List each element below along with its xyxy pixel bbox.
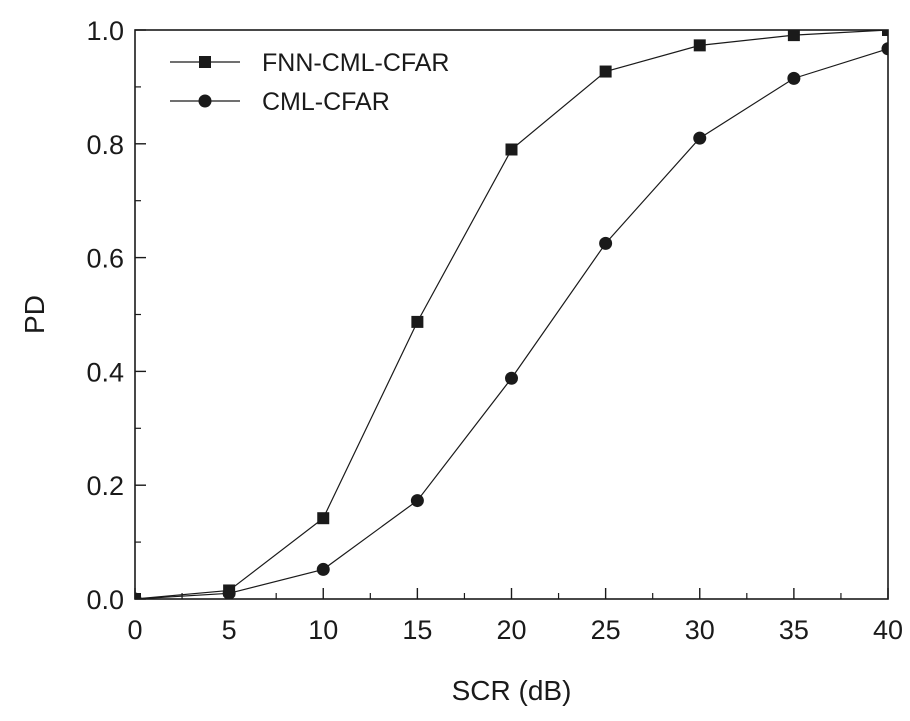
x-tick-label: 40 <box>873 615 903 645</box>
x-tick-label: 30 <box>685 615 715 645</box>
y-tick-label: 0.2 <box>86 471 124 501</box>
x-axis-title: SCR (dB) <box>452 675 572 706</box>
data-point <box>317 512 330 525</box>
x-tick-label: 10 <box>308 615 338 645</box>
legend-marker <box>199 56 211 68</box>
y-tick-label: 0.4 <box>86 357 124 387</box>
y-axis-title: PD <box>19 295 50 334</box>
y-tick-label: 0.8 <box>86 130 124 160</box>
x-tick-label: 0 <box>127 615 142 645</box>
x-tick-label: 5 <box>222 615 237 645</box>
data-point <box>787 71 801 85</box>
y-tick-label: 0.0 <box>86 585 124 615</box>
plot-frame <box>134 29 889 600</box>
data-point <box>787 29 800 42</box>
data-point <box>881 42 889 56</box>
data-point <box>411 315 424 328</box>
data-point <box>505 371 518 385</box>
legend-marker <box>198 94 212 108</box>
series-line <box>134 48 889 600</box>
data-point <box>882 29 889 36</box>
data-point <box>693 131 707 145</box>
data-point <box>134 592 142 600</box>
series-cml-cfar-group <box>134 42 889 600</box>
data-point <box>410 494 424 508</box>
x-tick-label: 25 <box>591 615 621 645</box>
y-tick-label: 1.0 <box>86 16 124 46</box>
series-line <box>134 29 889 600</box>
x-tick-label: 20 <box>496 615 526 645</box>
legend-label: CML-CFAR <box>262 88 390 116</box>
legend-label: FNN-CML-CFAR <box>262 49 450 77</box>
data-point <box>693 39 706 52</box>
x-tick-label: 35 <box>779 615 809 645</box>
data-point <box>599 236 613 250</box>
y-tick-label: 0.6 <box>86 244 124 274</box>
x-tick-label: 15 <box>402 615 432 645</box>
data-point <box>316 562 330 576</box>
data-point <box>222 586 236 600</box>
series-fnn-cml-cfar-group <box>134 29 889 600</box>
data-point <box>505 143 518 156</box>
data-point <box>599 65 612 78</box>
